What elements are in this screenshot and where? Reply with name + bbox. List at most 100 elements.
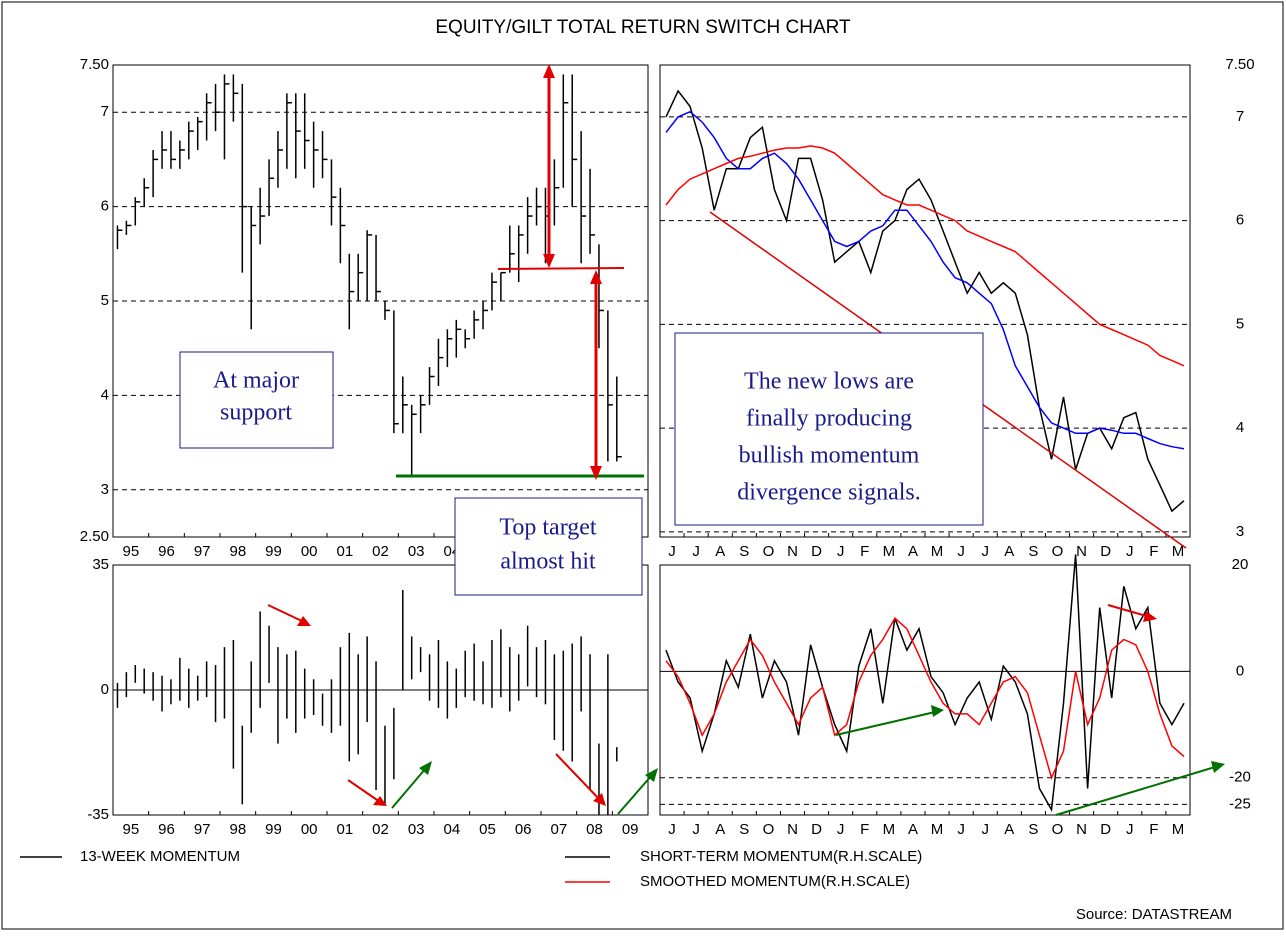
arrow-head [543,254,555,268]
y-tick-label: 4 [1236,419,1244,436]
x-tick-label: J [981,543,989,560]
x-tick-label: A [1004,543,1014,560]
x-tick-label: A [908,821,918,838]
arrow-head [543,64,555,78]
note: bullish momentum [739,443,920,469]
line [665,554,1185,813]
x-tick-label: 07 [550,821,567,838]
x-tick-label: A [908,543,918,560]
arrow-head [1143,611,1157,622]
x-tick-label: 95 [122,821,139,838]
note-box [674,332,984,526]
x-tick-label: 02 [372,821,389,838]
arrow-head [1211,761,1225,773]
arrow [347,779,381,803]
x-tick-label: 03 [408,543,425,560]
x-tick-label: S [739,821,749,838]
x-tick-label: M [1172,543,1185,560]
arrow [1055,766,1216,816]
x-tick-label: 97 [194,543,211,560]
x-tick-label: S [1028,821,1038,838]
x-tick-label: 01 [336,543,353,560]
x-tick-label: O [1052,821,1064,838]
arrow [267,604,305,623]
x-tick-label: J [668,543,676,560]
note: divergence signals. [737,480,921,506]
arrow [617,774,653,815]
x-tick-label: D [811,543,822,560]
x-tick-label: A [1004,821,1014,838]
resistance-line [497,267,625,270]
marks: 2.50345677.50959697989900010203040506070… [20,56,1255,890]
line [665,617,1185,780]
note: support [220,400,292,426]
x-tick-label: N [1076,821,1087,838]
x-tick-label: F [1149,543,1158,560]
x-tick-label: O [763,543,775,560]
y-tick-label: 0 [1236,662,1244,679]
x-tick-label: 00 [301,821,318,838]
x-tick-label: 03 [408,821,425,838]
x-tick-label: 96 [158,821,175,838]
arrow-head [645,768,658,782]
x-tick-label: 08 [586,821,603,838]
y-tick-label: -25 [1229,795,1251,812]
note-box [179,351,334,449]
x-tick-label: J [837,821,845,838]
x-tick-label: J [981,821,989,838]
y-tick-label: 2.50 [80,528,109,545]
arrow-head [590,466,602,480]
x-tick-label: 98 [229,821,246,838]
y-tick-label: 5 [1236,315,1244,332]
y-tick-label: 3 [1236,523,1244,540]
x-tick-label: D [811,821,822,838]
x-tick-label: 01 [336,821,353,838]
x-tick-label: J [692,543,700,560]
note: almost hit [500,549,596,575]
y-tick-label: 7.50 [1225,56,1254,73]
x-tick-label: 96 [158,543,175,560]
x-tick-label: F [1149,821,1158,838]
y-tick-label: -20 [1229,769,1251,786]
x-tick-label: J [668,821,676,838]
y-tick-label: 0 [101,681,109,698]
y-tick-label: 5 [101,292,109,309]
y-tick-label: 3 [101,481,109,498]
arrow-head [593,793,606,806]
arrow-head [931,705,944,717]
x-tick-label: M [883,821,896,838]
x-tick-label: 06 [515,821,532,838]
y-tick-label: 6 [1236,212,1244,229]
x-tick-label: 95 [122,543,139,560]
x-tick-label: J [1126,821,1134,838]
x-tick-label: A [715,543,725,560]
x-tick-label: M [883,543,896,560]
x-tick-label: 99 [265,543,282,560]
note: finally producing [746,406,912,432]
x-tick-label: J [957,821,965,838]
y-tick-label: 35 [92,556,109,573]
note: At major [213,368,299,394]
y-tick-label: 7 [1236,108,1244,125]
y-tick-label: 6 [101,198,109,215]
legend-label: SMOOTHED MOMENTUM(R.H.SCALE) [640,873,910,890]
x-tick-label: F [860,543,869,560]
x-tick-label: N [787,821,798,838]
x-tick-label: D [1100,543,1111,560]
x-tick-label: S [739,543,749,560]
x-tick-label: N [1076,543,1087,560]
y-tick-label: 7.50 [80,56,109,73]
x-tick-label: 05 [479,821,496,838]
x-tick-label: M [931,821,944,838]
source: Source: DATASTREAM [1076,906,1232,923]
x-tick-label: O [1052,543,1064,560]
arrow [1107,604,1151,618]
x-tick-label: 09 [622,821,639,838]
x-tick-label: J [692,821,700,838]
chart-title: EQUITY/GILT TOTAL RETURN SWITCH CHART [435,17,851,38]
line [665,110,1185,450]
x-tick-label: S [1028,543,1038,560]
note: Top target [499,515,597,541]
x-tick-label: 04 [443,821,460,838]
